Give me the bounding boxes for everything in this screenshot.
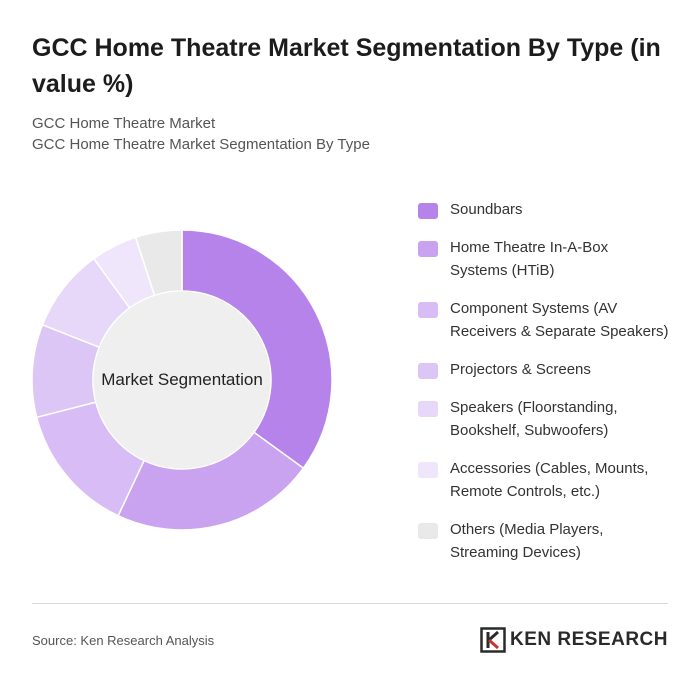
legend-swatch [418,363,438,379]
footer-divider [32,603,668,604]
legend-swatch [418,401,438,417]
legend-item: Projectors & Screens [418,358,688,381]
brand-logo: KEN RESEARCH [480,626,668,654]
legend-swatch [418,523,438,539]
legend-label: Accessories (Cables, Mounts, Remote Contr… [450,460,649,500]
legend: Soundbars Home Theatre In-A-Box Systems (H… [418,198,688,564]
source-text: Source: Ken Research Analysis [32,633,215,648]
legend-label: Projectors & Screens [450,361,591,378]
chart-subtitle: GCC Home Theatre Market GCC Home Theatre… [32,113,370,155]
donut-chart: Market Segmentation [31,229,333,531]
donut-svg [31,229,333,531]
legend-label: Component Systems (AV Receivers & Separat… [450,300,669,340]
ken-logo-icon [480,627,506,653]
legend-item: Others (Media Players, Streaming Devices) [418,518,688,564]
legend-label: Speakers (Floorstanding, Bookshelf, Subwo… [450,399,618,439]
donut-hole [93,291,271,469]
legend-swatch [418,302,438,318]
legend-swatch [418,203,438,219]
legend-swatch [418,241,438,257]
donut-slice-1 [181,229,333,470]
legend-label: Home Theatre In-A-Box Systems (HTiB) [450,239,609,279]
brand-name: KEN RESEARCH [509,629,668,650]
legend-item: Home Theatre In-A-Box Systems (HTiB) [418,236,688,282]
legend-item: Speakers (Floorstanding, Bookshelf, Subwo… [418,396,688,442]
subtitle-line-1: GCC Home Theatre Market [32,115,216,132]
subtitle-line-2: GCC Home Theatre Market Segmentation By … [32,136,370,153]
donut-slice-7 [134,229,183,297]
chart-title: GCC Home Theatre Market Segmentation By … [32,34,661,98]
legend-swatch [418,462,438,478]
legend-label: Soundbars [450,201,523,218]
legend-label: Others (Media Players, Streaming Devices) [450,521,604,561]
legend-item: Component Systems (AV Receivers & Separat… [418,297,688,343]
legend-item: Accessories (Cables, Mounts, Remote Contr… [418,457,688,503]
donut-slice-2 [117,431,305,531]
legend-item: Soundbars [418,198,688,221]
